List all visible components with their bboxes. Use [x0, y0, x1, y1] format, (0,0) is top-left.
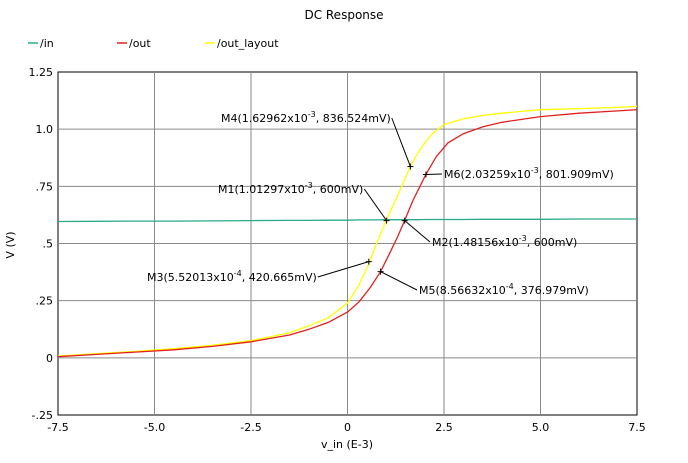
x-tick-label: 2.5: [435, 421, 453, 434]
marker-label-m2: M2(1.48156x10-3, 600mV): [432, 234, 577, 249]
marker-label-m5: M5(8.56632x10-4, 376.979mV): [419, 282, 589, 297]
x-tick-label: -5.0: [144, 421, 165, 434]
marker-label-m6: M6(2.03259x10-3, 801.909mV): [444, 166, 614, 181]
legend-label: /in: [40, 37, 54, 50]
marker-leader-line: [391, 117, 411, 167]
marker-leader-line: [404, 220, 431, 243]
marker-leader-line: [363, 188, 388, 221]
x-tick-label: -7.5: [47, 421, 68, 434]
y-tick-label: -.25: [32, 409, 53, 422]
marker-label-m3: M3(5.52013x10-4, 420.665mV): [147, 269, 317, 284]
y-axis-label: V (V): [4, 231, 17, 258]
legend-label: /out_layout: [217, 37, 279, 50]
y-tick-label: 1.0: [36, 123, 54, 136]
x-tick-label: 5.0: [532, 421, 550, 434]
legend-label: /out: [129, 37, 151, 50]
legend: /in/out/out_layout: [28, 37, 279, 50]
chart-title: DC Response: [304, 8, 383, 22]
markers-group: M1(1.01297x10-3, 600mV) M2(1.48156x10-3, …: [147, 110, 614, 297]
y-tick-label: .75: [36, 180, 54, 193]
grid: [58, 72, 637, 415]
marker-label-m1: M1(1.01297x10-3, 600mV): [218, 181, 363, 196]
y-tick-label: 1.25: [29, 66, 54, 79]
x-tick-label: 7.5: [628, 421, 646, 434]
marker-leader-line: [380, 271, 418, 291]
y-tick-label: .25: [36, 295, 54, 308]
x-tick-label: 0: [344, 421, 351, 434]
marker-leader-line: [317, 261, 369, 278]
tick-labels: -7.5 -5.0 -2.5 0 2.5 5.0 7.5 -.25 0 .25 .5 .75 1.0 1.…: [29, 66, 646, 434]
series-line-out: [57, 109, 638, 358]
x-axis-label: v_in (E-3): [321, 438, 373, 451]
y-tick-label: .5: [43, 238, 54, 251]
x-tick-label: -2.5: [240, 421, 261, 434]
y-tick-label: 0: [46, 352, 53, 365]
marker-label-m4: M4(1.62962x10-3, 836.524mV): [221, 110, 391, 125]
